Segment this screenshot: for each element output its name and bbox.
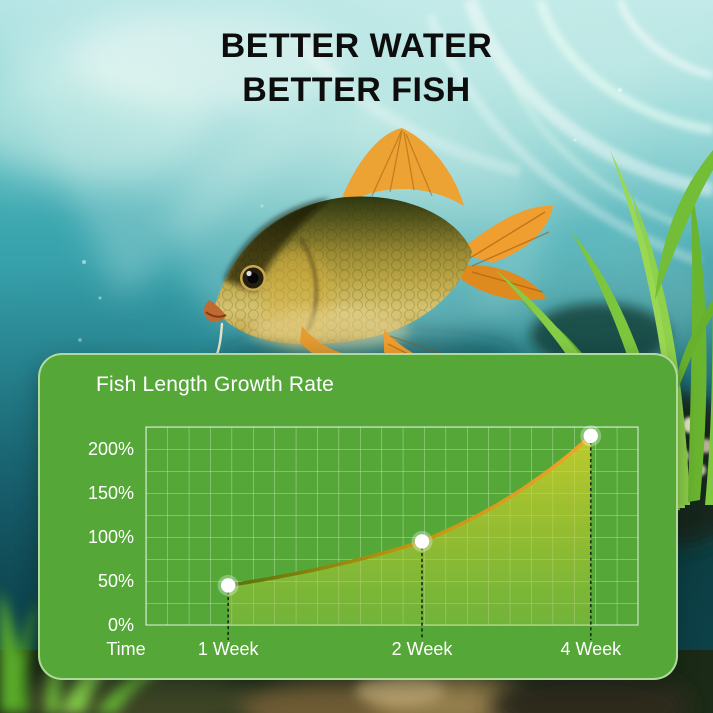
headline-line-2: BETTER FISH	[242, 71, 471, 109]
y-axis-tick-label: 200%	[88, 439, 134, 459]
x-axis: Time 1 Week 2 Week 4 Week	[106, 639, 622, 659]
growth-chart: 200% 150% 100% 50% 0% Time 1 Week 2 Week…	[88, 425, 639, 659]
growth-area	[228, 435, 591, 625]
y-axis-tick-label: 0%	[108, 615, 134, 635]
plant-bottom-left	[0, 585, 185, 713]
x-axis-title-time: Time	[106, 639, 145, 659]
headline-line-1: BETTER WATER	[220, 27, 493, 65]
data-point-marker	[583, 428, 598, 443]
fish-belly-highlight	[250, 310, 410, 350]
chart-plot	[217, 425, 602, 640]
data-point-marker	[414, 534, 430, 549]
fish-tail-fin	[458, 205, 553, 301]
growth-chart-card: Fish Length Growth Rate	[38, 353, 678, 680]
fish-eye	[240, 265, 266, 291]
y-axis: 200% 150% 100% 50% 0%	[88, 439, 134, 635]
y-axis-tick-label: 150%	[88, 483, 134, 503]
y-axis-tick-label: 50%	[98, 571, 134, 591]
headline: BETTER WATER BETTER FISH	[0, 24, 713, 112]
data-point-marker	[220, 578, 236, 593]
x-axis-category-label: 2 Week	[392, 639, 454, 659]
x-axis-category-label: 4 Week	[560, 639, 622, 659]
fish-dorsal-fin	[342, 128, 464, 206]
fish-mouth	[203, 300, 227, 356]
x-axis-category-label: 1 Week	[198, 639, 260, 659]
y-axis-tick-label: 100%	[88, 527, 134, 547]
fish-illustration	[175, 110, 553, 379]
chart-title: Fish Length Growth Rate	[96, 373, 335, 396]
